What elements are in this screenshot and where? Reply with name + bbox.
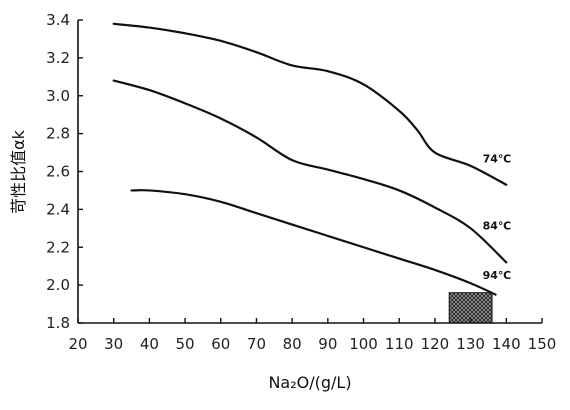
x-tick-label: 60 <box>211 335 230 353</box>
series-line-1 <box>112 22 508 186</box>
x-tick-label: 90 <box>318 335 337 353</box>
x-tick-label: 150 <box>528 335 557 353</box>
x-tick-label: 130 <box>456 335 485 353</box>
x-tick-label: 20 <box>68 335 87 353</box>
x-axis-title: Na₂O/(g/L) <box>268 373 351 392</box>
y-tick-label: 3.4 <box>46 11 70 29</box>
x-tick-label: 50 <box>176 335 195 353</box>
y-tick-label: 2.2 <box>46 238 70 256</box>
x-tick-label: 100 <box>349 335 378 353</box>
x-tick-label: 80 <box>283 335 302 353</box>
x-tick-label: 120 <box>421 335 450 353</box>
series-label-1: 74℃ <box>483 153 512 166</box>
y-axis-title: 苛性比值αk <box>9 129 28 214</box>
shaded-region <box>448 292 493 324</box>
y-tick-label: 3.2 <box>46 49 70 67</box>
series-label-2: 84℃ <box>483 220 512 233</box>
y-tick-label: 2.0 <box>46 276 70 294</box>
y-tick-label: 2.4 <box>46 200 70 218</box>
y-tick-label: 2.8 <box>46 125 70 143</box>
series-line-3 <box>130 189 497 296</box>
y-tick-label: 3.0 <box>46 87 70 105</box>
x-tick-label: 40 <box>140 335 159 353</box>
x-tick-label: 30 <box>104 335 123 353</box>
x-tick-label: 140 <box>492 335 521 353</box>
x-tick-label: 110 <box>385 335 414 353</box>
y-tick-label: 1.8 <box>46 314 70 332</box>
x-tick-label: 70 <box>247 335 266 353</box>
series-label-3: 94℃ <box>483 269 512 282</box>
y-tick-label: 2.6 <box>46 163 70 181</box>
series-line-2 <box>112 79 508 264</box>
